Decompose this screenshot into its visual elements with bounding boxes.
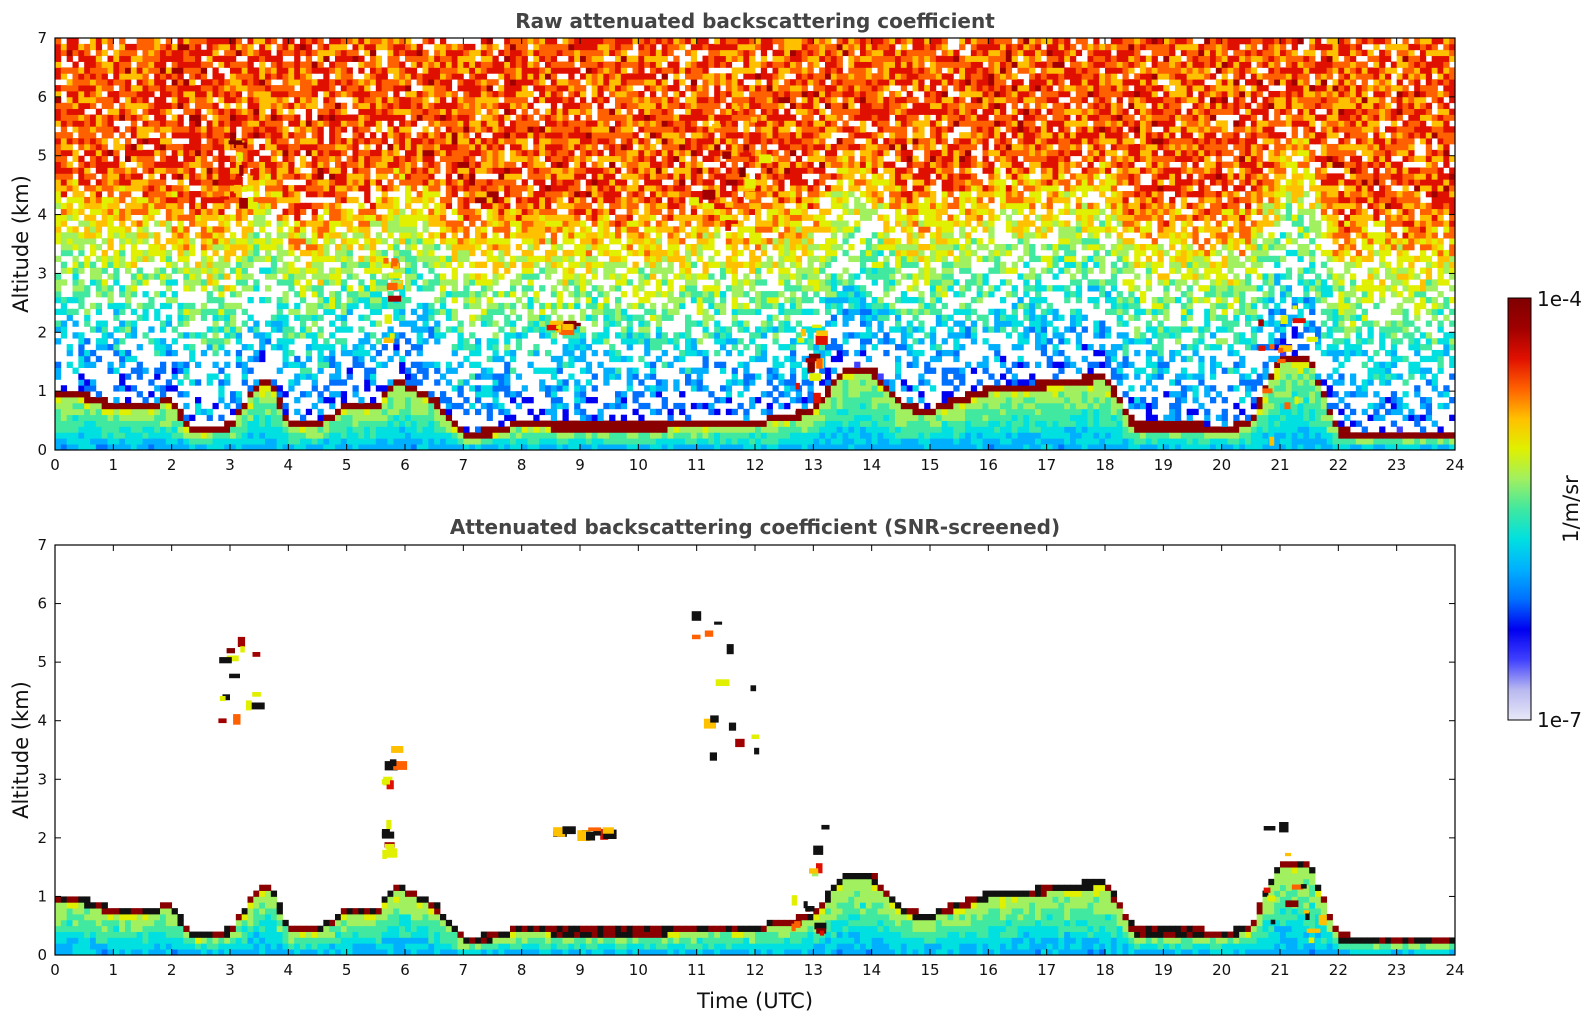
y-axis-raw: 0 1 2 3 4 5 6 7 <box>37 29 1455 459</box>
x-tick-label: 13 <box>804 456 823 474</box>
y-axis-screened: 0 1 2 3 4 5 6 7 <box>37 536 1455 964</box>
x-tick-label: 0 <box>50 456 60 474</box>
x-tick-label: 15 <box>920 456 939 474</box>
y-tick-label: 1 <box>37 887 47 905</box>
y-tick-label: 6 <box>37 595 47 613</box>
x-tick-label: 2 <box>167 456 177 474</box>
x-tick-label: 13 <box>804 961 823 979</box>
x-tick-label: 4 <box>284 961 294 979</box>
y-axis-label-screened: Altitude (km) <box>9 681 33 819</box>
colorbar-label: 1/m/sr <box>1559 475 1583 543</box>
x-tick-label: 24 <box>1445 456 1464 474</box>
x-tick-label: 10 <box>629 961 648 979</box>
x-tick-label: 8 <box>517 456 527 474</box>
y-tick-label: 2 <box>37 323 47 341</box>
y-tick-label: 4 <box>37 712 47 730</box>
colorbar-min-label: 1e-7 <box>1537 708 1582 732</box>
y-tick-label: 6 <box>37 88 47 106</box>
chart-title-screened: Attenuated backscattering coefficient (S… <box>450 515 1060 539</box>
x-tick-label: 9 <box>575 961 585 979</box>
y-axis-label-raw: Altitude (km) <box>9 175 33 313</box>
x-tick-label: 15 <box>920 961 939 979</box>
heatmap-screened <box>55 611 1455 955</box>
x-tick-label: 5 <box>342 456 352 474</box>
y-tick-label: 2 <box>37 829 47 847</box>
x-tick-label: 22 <box>1329 961 1348 979</box>
y-tick-label: 3 <box>37 770 47 788</box>
x-tick-label: 20 <box>1212 961 1231 979</box>
x-tick-label: 7 <box>459 456 469 474</box>
colorbar-max-label: 1e-4 <box>1537 287 1582 311</box>
x-tick-label: 5 <box>342 961 352 979</box>
x-tick-label: 6 <box>400 961 410 979</box>
x-tick-label: 20 <box>1212 456 1231 474</box>
x-tick-label: 10 <box>629 456 648 474</box>
x-tick-label: 19 <box>1154 961 1173 979</box>
x-tick-label: 11 <box>687 961 706 979</box>
chart-title-raw: Raw attenuated backscattering coefficien… <box>515 9 995 33</box>
x-tick-label: 1 <box>109 961 119 979</box>
x-tick-label: 12 <box>745 961 764 979</box>
x-tick-label: 11 <box>687 456 706 474</box>
colorbar-gradient <box>1507 297 1532 721</box>
x-tick-label: 24 <box>1445 961 1464 979</box>
x-axis-screened: 0 1 2 3 4 5 6 7 8 9 10 11 12 13 14 15 16 17 18 19 20 21 22 23 24 <box>50 545 1465 979</box>
x-tick-label: 1 <box>109 456 119 474</box>
x-tick-label: 3 <box>225 456 235 474</box>
x-axis-label: Time (UTC) <box>696 989 813 1013</box>
x-tick-label: 14 <box>862 456 881 474</box>
y-tick-label: 0 <box>37 441 47 459</box>
y-tick-label: 4 <box>37 206 47 224</box>
y-tick-label: 7 <box>37 29 47 47</box>
x-tick-label: 22 <box>1329 456 1348 474</box>
x-tick-label: 18 <box>1095 456 1114 474</box>
y-tick-label: 7 <box>37 536 47 554</box>
panel-raw: Raw attenuated backscattering coefficien… <box>9 9 1465 474</box>
x-tick-label: 18 <box>1095 961 1114 979</box>
x-tick-label: 16 <box>979 456 998 474</box>
x-tick-label: 0 <box>50 961 60 979</box>
x-axis-raw: 0 1 2 3 4 5 6 7 8 9 10 11 12 13 14 15 16 17 18 19 20 21 22 23 24 <box>50 38 1465 474</box>
x-tick-label: 8 <box>517 961 527 979</box>
x-tick-label: 9 <box>575 456 585 474</box>
x-tick-label: 14 <box>862 961 881 979</box>
x-tick-label: 17 <box>1037 456 1056 474</box>
x-tick-label: 21 <box>1270 961 1289 979</box>
y-tick-label: 3 <box>37 264 47 282</box>
y-tick-label: 5 <box>37 653 47 671</box>
x-tick-label: 4 <box>284 456 294 474</box>
heatmap-raw <box>55 38 1455 450</box>
panel-screened: Attenuated backscattering coefficient (S… <box>9 515 1465 1013</box>
y-tick-label: 1 <box>37 382 47 400</box>
x-tick-label: 17 <box>1037 961 1056 979</box>
x-tick-label: 23 <box>1387 961 1406 979</box>
x-tick-label: 2 <box>167 961 177 979</box>
x-tick-label: 3 <box>225 961 235 979</box>
colorbar: 1e-4 1e-7 1/m/sr <box>1507 287 1583 732</box>
x-tick-label: 6 <box>400 456 410 474</box>
x-tick-label: 12 <box>745 456 764 474</box>
x-tick-label: 21 <box>1270 456 1289 474</box>
y-tick-label: 0 <box>37 946 47 964</box>
x-tick-label: 19 <box>1154 456 1173 474</box>
y-tick-label: 5 <box>37 147 47 165</box>
x-tick-label: 7 <box>459 961 469 979</box>
x-tick-label: 16 <box>979 961 998 979</box>
x-tick-label: 23 <box>1387 456 1406 474</box>
